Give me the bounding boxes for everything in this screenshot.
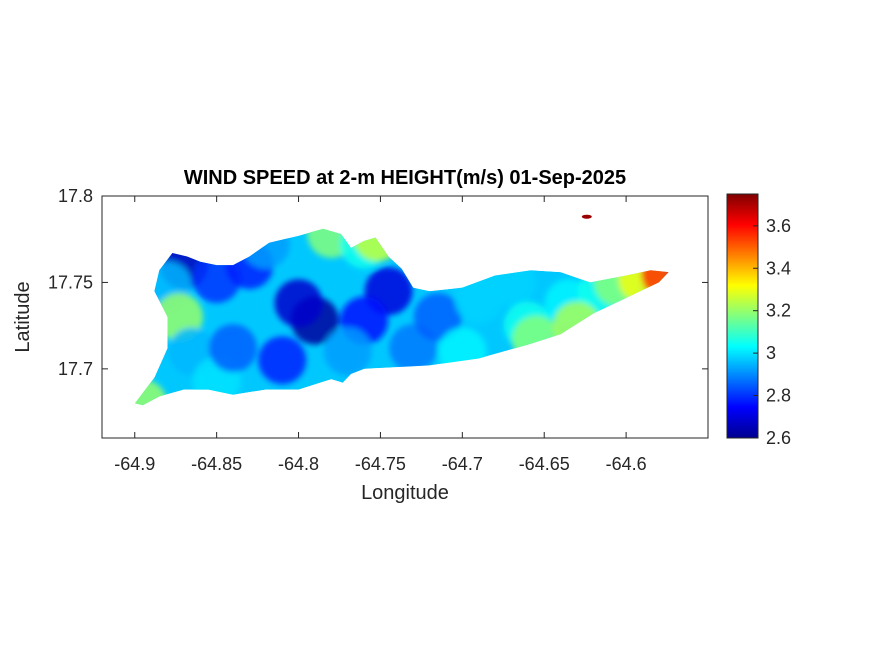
colorbar-tick-label: 3.2 — [766, 301, 791, 321]
colorbar-tick-label: 2.8 — [766, 386, 791, 406]
colorbar-tick-label: 3.4 — [766, 258, 791, 278]
plot-area: -64.9 -64.85 -64.8 -64.75 -64.7 -64.65 -64.6 1… — [48, 186, 709, 474]
x-tick-label: -64.7 — [442, 454, 483, 474]
colorbar-tick-label: 2.6 — [766, 428, 791, 448]
x-tick-label: -64.9 — [114, 454, 155, 474]
x-axis-label: Longitude — [361, 482, 449, 504]
wind-field-point — [413, 293, 462, 341]
chart-title: WIND SPEED at 2-m HEIGHT(m/s) 01-Sep-202… — [184, 167, 626, 189]
y-tick-label: 17.8 — [58, 186, 93, 206]
colorbar-tick-label: 3 — [766, 343, 776, 363]
y-axis-label: Latitude — [12, 281, 34, 352]
x-tick-label: -64.65 — [519, 454, 570, 474]
colorbar-tick-label: 3.6 — [766, 216, 791, 236]
wind-field-point — [209, 324, 257, 373]
x-tick-label: -64.75 — [355, 454, 406, 474]
x-tick-label: -64.8 — [278, 454, 319, 474]
wind-field-point — [274, 279, 323, 328]
x-tick-label: -64.6 — [606, 454, 647, 474]
y-tick-label: 17.7 — [58, 359, 93, 379]
y-axis: 17.7 17.75 17.8 — [48, 186, 708, 379]
y-tick-label: 17.75 — [48, 272, 93, 292]
x-axis: -64.9 -64.85 -64.8 -64.75 -64.7 -64.65 -64.6 — [114, 196, 647, 474]
wind-field-point — [258, 336, 307, 385]
colorbar: 2.6 2.8 3 3.2 3.4 3.6 — [726, 193, 791, 448]
colorbar-ramp — [726, 193, 759, 439]
x-tick-label: -64.85 — [191, 454, 242, 474]
wind-field-point — [323, 327, 372, 376]
islet — [581, 214, 592, 219]
plot-frame — [101, 195, 709, 439]
wind-field-point — [134, 379, 167, 406]
colorbar-axis: 2.6 2.8 3 3.2 3.4 3.6 — [753, 216, 791, 448]
